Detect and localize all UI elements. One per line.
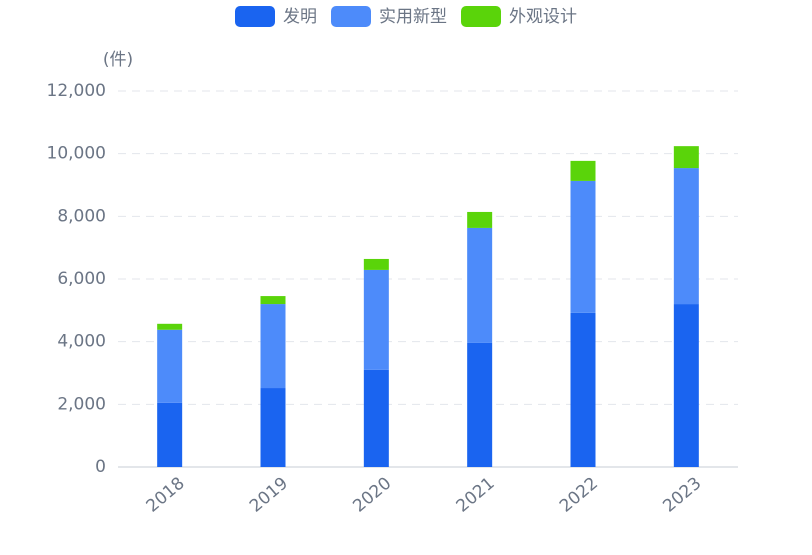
bar-segment bbox=[157, 329, 183, 403]
legend-swatch bbox=[331, 6, 371, 27]
bar-segment bbox=[570, 180, 596, 313]
bar-segment bbox=[673, 304, 699, 467]
y-tick-label: 4,000 bbox=[57, 332, 106, 352]
bar-segment bbox=[467, 211, 493, 228]
y-tick-label: 6,000 bbox=[57, 269, 106, 289]
bar-segment bbox=[260, 296, 286, 305]
bar-segment bbox=[157, 323, 183, 330]
bar-segment bbox=[157, 402, 183, 467]
x-tick-label: 2021 bbox=[453, 473, 499, 516]
x-tick-label: 2022 bbox=[556, 473, 602, 516]
y-tick-label: 2,000 bbox=[57, 394, 106, 414]
bar-segment bbox=[570, 160, 596, 181]
bar-segment bbox=[570, 312, 596, 467]
legend-swatch bbox=[461, 6, 501, 27]
legend-swatch bbox=[235, 6, 275, 27]
legend-label: 实用新型 bbox=[379, 7, 447, 27]
x-tick-label: 2023 bbox=[659, 473, 705, 516]
y-tick-label: 8,000 bbox=[57, 206, 106, 226]
bar-segment bbox=[467, 342, 493, 467]
unit-label: (件) bbox=[103, 50, 133, 70]
legend-label: 发明 bbox=[283, 7, 317, 27]
bar-segment bbox=[673, 168, 699, 305]
legend-label: 外观设计 bbox=[509, 7, 577, 27]
bar-segment bbox=[363, 269, 389, 370]
y-tick-label: 0 bbox=[95, 457, 106, 477]
x-tick-label: 2019 bbox=[246, 473, 292, 516]
bar-segment bbox=[260, 304, 286, 389]
bar-segment bbox=[363, 258, 389, 270]
bar-segment bbox=[260, 388, 286, 467]
y-tick-label: 10,000 bbox=[47, 144, 106, 164]
bar-segment bbox=[673, 146, 699, 169]
x-tick-label: 2020 bbox=[349, 473, 395, 516]
bar-segment bbox=[363, 369, 389, 467]
x-tick-label: 2018 bbox=[143, 473, 189, 516]
y-tick-label: 12,000 bbox=[47, 81, 106, 101]
bar-segment bbox=[467, 227, 493, 343]
